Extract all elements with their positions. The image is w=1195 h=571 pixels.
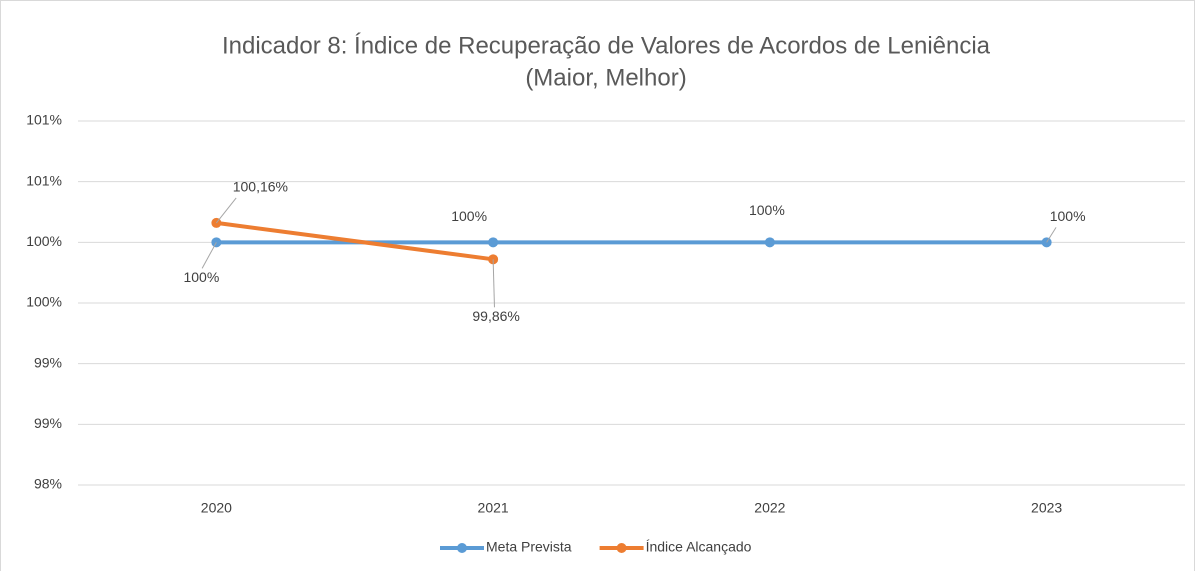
leader-line: [215, 197, 237, 224]
y-tick-label: 101%: [26, 112, 62, 128]
data-label: 100%: [749, 202, 785, 218]
legend-marker: [616, 543, 627, 553]
chart-subtitle: (Maior, Melhor): [525, 64, 686, 91]
data-label: 100,16%: [233, 179, 288, 195]
x-tick-label: 2020: [201, 500, 232, 516]
chart-title: Indicador 8: Índice de Recuperação de Va…: [222, 32, 991, 59]
data-label: 100%: [183, 269, 219, 285]
y-tick-label: 99%: [34, 354, 62, 370]
y-tick-label: 99%: [34, 415, 62, 431]
y-tick-label: 98%: [34, 476, 62, 492]
data-label: 100%: [1050, 208, 1086, 224]
legend-label: Meta Prevista: [486, 539, 572, 555]
x-tick-label: 2023: [1031, 500, 1062, 516]
leader-line: [492, 259, 495, 308]
x-tick-label: 2022: [754, 500, 785, 516]
leader-line: [1046, 227, 1057, 243]
series-line: [216, 220, 494, 262]
legend-label: Índice Alcançado: [646, 539, 752, 555]
leader-line: [201, 242, 217, 269]
point: [488, 237, 499, 248]
y-tick-label: 101%: [26, 172, 62, 188]
x-tick-label: 2021: [478, 500, 509, 516]
y-tick-label: 100%: [26, 233, 62, 249]
y-tick-label: 100%: [26, 294, 62, 310]
data-label: 100%: [451, 208, 487, 224]
data-label: 99,86%: [472, 308, 519, 324]
legend-marker: [457, 543, 467, 553]
point: [764, 237, 775, 248]
